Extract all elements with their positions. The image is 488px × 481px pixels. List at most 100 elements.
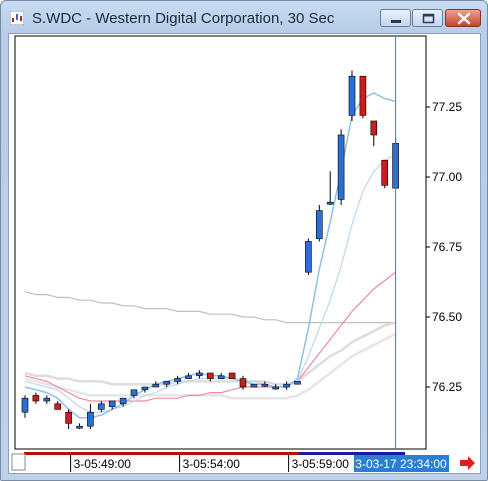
- timeline-scroll-track[interactable]: [24, 452, 426, 472]
- candle-body-up: [250, 383, 258, 388]
- ma-line-ma-pink: [24, 271, 396, 402]
- candle: [87, 403, 94, 429]
- price-tick-label: 76.25: [432, 380, 462, 394]
- candle: [130, 389, 138, 399]
- timeline-range-bar[interactable]: [24, 452, 405, 455]
- candle-body-up: [196, 372, 203, 377]
- candle-body-up: [185, 375, 192, 379]
- price-tick-label: 77.00: [432, 170, 462, 184]
- minimize-icon: [391, 20, 401, 23]
- price-tick-label: 76.75: [432, 240, 462, 254]
- time-tick-label: 3-05:49:00: [74, 457, 132, 471]
- candle: [239, 375, 247, 390]
- cursor-time-label: 3-03-17 23:34:00: [355, 457, 447, 471]
- candle-body-up: [283, 383, 290, 388]
- candle: [163, 381, 170, 387]
- candle-body-up: [130, 389, 138, 396]
- candle: [119, 397, 127, 407]
- candle-body-down: [239, 378, 247, 388]
- close-icon: [457, 12, 471, 25]
- scroll-right-arrow-icon[interactable]: [460, 456, 475, 470]
- candle: [283, 381, 290, 390]
- maximize-button[interactable]: [412, 9, 443, 27]
- candle-body-down: [359, 75, 367, 116]
- candle-body-down: [54, 403, 62, 410]
- candle-body-up: [141, 386, 149, 391]
- candle-body-down: [381, 159, 389, 186]
- candles: [21, 70, 399, 429]
- time-tick-label: 3-05:59:00: [292, 457, 350, 471]
- candle: [32, 392, 40, 404]
- ma-line-ma-gray-2: [24, 332, 397, 400]
- candle: [261, 381, 269, 387]
- candle: [54, 401, 62, 410]
- candle-body-down: [65, 411, 72, 424]
- candle-body-down: [228, 372, 236, 379]
- candle: [65, 409, 72, 429]
- price-tick-label: 76.50: [432, 310, 462, 324]
- candle-body-up: [337, 134, 345, 200]
- chart-client-area[interactable]: 77.25 77.00 76.75 76.50 76.25 3-05:49:00 3-05…: [8, 33, 481, 474]
- candle-body-up: [261, 383, 269, 387]
- price-axis[interactable]: 77.25 77.00 76.75 76.50 76.25: [426, 100, 462, 394]
- candle: [207, 372, 214, 382]
- candle-body-up: [87, 411, 94, 427]
- candle-body-up: [315, 210, 323, 239]
- candle: [305, 238, 312, 275]
- candle: [43, 395, 51, 404]
- time-axis: 3-05:49:00 3-05:54:00 3-05:59:00: [70, 455, 350, 472]
- candle-body-down: [207, 372, 214, 379]
- minimize-button[interactable]: [380, 9, 411, 27]
- candle: [185, 373, 192, 379]
- candle: [228, 372, 236, 379]
- candle: [21, 395, 29, 418]
- candle: [294, 381, 301, 385]
- price-tick-label: 77.25: [432, 100, 462, 114]
- candle-body-down: [32, 395, 40, 402]
- candle: [381, 159, 389, 189]
- title-bar[interactable]: S.WDC - Western Digital Corporation, 30 …: [1, 1, 487, 33]
- candle-body-up: [348, 75, 356, 116]
- candle: [152, 381, 160, 388]
- candle-body-up: [152, 383, 160, 388]
- candle-body-down: [370, 120, 378, 136]
- candle-body-up: [305, 241, 312, 273]
- candle: [108, 400, 116, 410]
- window-title: S.WDC - Western Digital Corporation, 30 …: [32, 10, 335, 27]
- candle-body-up: [217, 375, 225, 379]
- candle: [250, 383, 258, 388]
- candle: [326, 171, 334, 205]
- candle: [370, 120, 378, 147]
- candle-body-up: [174, 378, 181, 382]
- candle-body-up: [76, 425, 83, 429]
- candle: [272, 384, 280, 390]
- candle-body-up: [272, 386, 280, 390]
- candle: [348, 70, 356, 121]
- candle: [141, 386, 149, 393]
- timeline-scroll-handle[interactable]: [11, 453, 26, 471]
- cursor-time-label-box: [354, 455, 449, 472]
- candle-body-up: [294, 381, 301, 385]
- candle: [315, 205, 323, 242]
- candle-body-up: [108, 400, 116, 407]
- candle: [98, 401, 105, 413]
- candle-body-up: [119, 397, 127, 405]
- candle: [217, 373, 225, 379]
- candle: [174, 375, 181, 385]
- candle-body-up: [21, 397, 29, 413]
- time-tick-label: 3-05:54:00: [183, 457, 241, 471]
- candle: [76, 423, 83, 429]
- close-button[interactable]: [445, 9, 481, 27]
- candle-body-up: [98, 403, 105, 410]
- ma-line-ma-slow: [24, 291, 396, 324]
- candle-body-up: [163, 381, 170, 385]
- maximize-icon: [422, 13, 435, 24]
- candle: [196, 370, 203, 379]
- timeline-range-bar-end: [299, 452, 405, 455]
- candle-body-up: [43, 397, 51, 402]
- candle: [337, 129, 345, 205]
- chart-app-icon: [10, 11, 24, 25]
- candle-body-up: [326, 201, 334, 205]
